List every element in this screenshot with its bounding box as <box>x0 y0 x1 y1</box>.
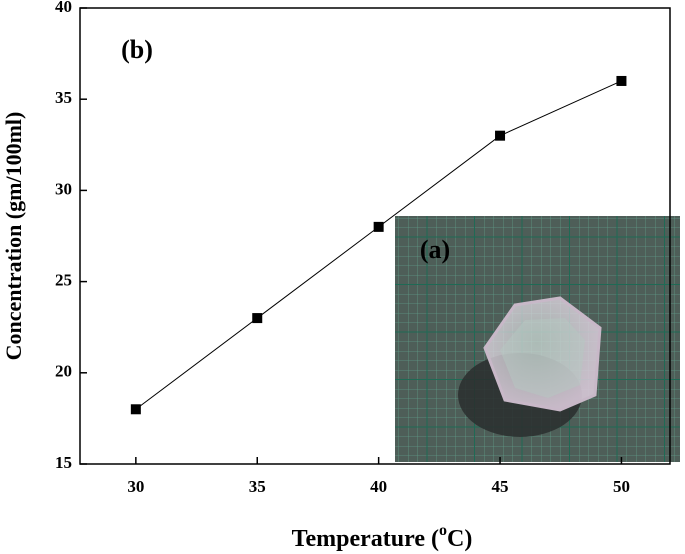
y-tick-label: 35 <box>55 88 72 107</box>
plot-frame <box>79 7 671 465</box>
x-tick-label: 30 <box>127 477 144 496</box>
x-label-text: Temperature ( <box>292 526 439 552</box>
marker <box>495 130 506 141</box>
x-tick-label: 35 <box>249 477 266 496</box>
y-tick-label: 40 <box>55 0 72 16</box>
marker <box>373 221 384 232</box>
inset-label: (a) <box>420 235 450 264</box>
marker <box>252 313 263 324</box>
x-label-text: C) <box>447 526 472 552</box>
marker <box>616 75 627 86</box>
inset-photo: (a) <box>395 216 680 462</box>
x-tick-label: 45 <box>492 477 509 496</box>
marker <box>130 404 141 415</box>
x-tick-label: 50 <box>613 477 630 496</box>
panel-label: (b) <box>121 35 153 64</box>
y-axis-label: Concentration (gm/100ml) <box>1 112 26 361</box>
y-tick-label: 20 <box>55 362 72 381</box>
x-tick-label: 40 <box>370 477 387 496</box>
y-tick-label: 15 <box>55 453 72 472</box>
x-axis-label: Temperature (oC) <box>292 522 473 552</box>
y-tick-label: 25 <box>55 271 72 290</box>
y-tick-label: 30 <box>55 179 72 198</box>
x-label-sup: o <box>439 522 447 539</box>
